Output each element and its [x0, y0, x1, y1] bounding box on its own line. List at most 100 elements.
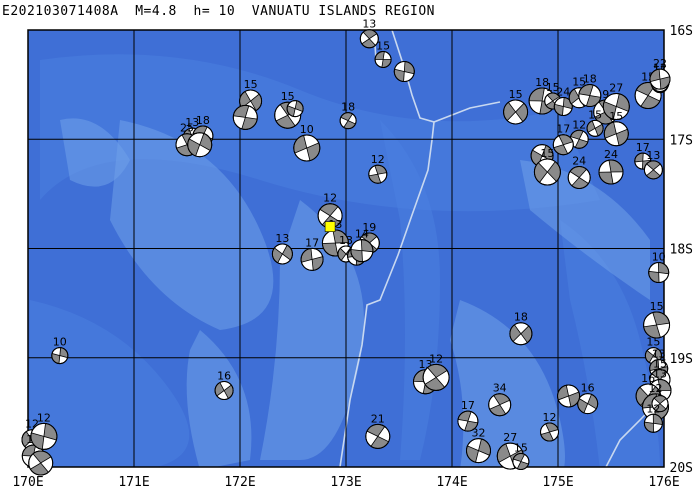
depth-label: 24	[556, 85, 570, 98]
depth-label: 32	[472, 427, 486, 440]
latitude-label: 17S	[670, 133, 693, 148]
depth-label: 17	[461, 399, 475, 412]
depth-label: 10	[300, 123, 314, 136]
beach-ball: 12	[368, 153, 388, 184]
beach-ball-outline	[488, 393, 512, 417]
depth-label: 15	[646, 336, 660, 349]
beach-ball	[651, 395, 669, 413]
focal-mechanisms: 1513151513182510181213171213131914151815…	[21, 18, 672, 476]
beach-ball: 18	[339, 101, 357, 130]
longitude-label: 173E	[330, 475, 361, 490]
latitude-label: 18S	[670, 243, 693, 258]
beach-ball-outline	[603, 121, 629, 147]
beach-ball-outline	[232, 104, 258, 130]
depth-label: 15	[509, 88, 523, 101]
beach-ball-outline	[393, 61, 415, 83]
depth-label: 15	[244, 78, 258, 91]
beach-ball: 15	[643, 300, 671, 339]
beach-ball-outline	[350, 239, 374, 263]
depth-label: 18	[341, 101, 355, 114]
longitude-label: 171E	[118, 475, 149, 490]
bathymetry-patch	[60, 118, 130, 187]
event-epicenter	[324, 221, 336, 232]
depth-label: 12	[649, 382, 663, 395]
beach-ball: 15	[533, 147, 561, 186]
longitude-label: 175E	[542, 475, 573, 490]
beach-ball: 32	[466, 427, 491, 464]
beach-ball-outline	[567, 165, 591, 189]
beach-ball: 24	[567, 154, 591, 189]
beach-ball-outline	[533, 158, 561, 186]
beach-ball: 21	[365, 412, 391, 449]
beach-ball: 10	[293, 123, 321, 162]
beach-ball-outline	[51, 347, 69, 365]
beach-ball-outline	[300, 247, 324, 271]
beach-ball: 27	[602, 81, 630, 120]
beach-ball: 15	[512, 442, 530, 471]
depth-label: 15	[281, 90, 295, 103]
epicenter-marker	[324, 221, 336, 232]
latitude-label: 19S	[670, 352, 693, 367]
beach-ball-outline	[457, 410, 479, 432]
bathymetry-patch	[40, 54, 600, 212]
beach-ball: 15	[603, 110, 629, 147]
beach-ball-outline	[577, 393, 599, 415]
depth-label: 15	[609, 110, 623, 123]
depth-label: 15	[653, 358, 667, 371]
beach-ball-outline	[634, 82, 662, 110]
depth-label: 15	[540, 147, 554, 160]
latitude-label: 20S	[670, 461, 693, 476]
beach-ball: 12	[422, 352, 450, 391]
depth-label: 10	[53, 336, 67, 349]
depth-label: 15	[514, 442, 528, 455]
depth-label: 27	[503, 431, 517, 444]
depth-label: 14	[355, 228, 369, 241]
axis-labels: 170E 171E 172E 173E 174E 175E 176E 16S 17S 18S 19S…	[12, 24, 693, 490]
beach-ball-outline	[540, 422, 560, 442]
depth-label: 12	[543, 411, 557, 424]
depth-label: 13	[646, 149, 660, 162]
depth-label: 12	[371, 153, 385, 166]
bathymetry-patch	[520, 160, 650, 300]
depth-label: 18	[583, 73, 597, 86]
latitude-label: 16S	[670, 24, 693, 39]
beach-ball	[187, 132, 213, 158]
beach-ball-outline	[648, 262, 670, 284]
depth-label: 16	[217, 370, 231, 383]
beach-ball: 16	[214, 370, 234, 401]
beach-ball: 12	[540, 411, 560, 442]
depth-label: 13	[185, 116, 199, 129]
beach-ball-outline	[30, 422, 58, 450]
beach-ball: 10	[648, 251, 670, 284]
beach-ball-outline	[359, 29, 379, 49]
depth-label: 27	[609, 81, 623, 94]
bathymetry-patch	[30, 300, 190, 467]
beach-ball: 15	[544, 81, 562, 110]
beach-ball-outline	[553, 96, 573, 116]
longitude-label: 172E	[224, 475, 255, 490]
beach-ball-outline	[586, 119, 604, 137]
depth-label: 15	[588, 108, 602, 121]
depth-label: 13	[652, 348, 666, 361]
depth-label: 17	[556, 123, 570, 136]
beach-ball-outline	[509, 322, 533, 346]
beach-ball-outline	[28, 450, 54, 476]
longitude-label: 176E	[648, 475, 679, 490]
beach-ball-outline	[286, 100, 304, 118]
depth-label: 25	[180, 122, 194, 135]
depth-label: 19	[362, 221, 376, 234]
bathymetry-layer	[30, 54, 660, 467]
depth-label: 17	[305, 236, 319, 249]
depth-label: 21	[371, 412, 385, 425]
map-title: E202103071408A M=4.8 h= 10 VANUATU ISLAN…	[2, 4, 435, 19]
beach-ball: 15	[503, 88, 529, 125]
depth-label: 12	[429, 352, 443, 365]
depth-label: 24	[572, 154, 586, 167]
beach-ball	[393, 61, 415, 83]
beach-ball-outline	[578, 84, 602, 108]
beach-ball: 18	[578, 73, 602, 108]
beach-ball-outline	[651, 395, 669, 413]
depth-label: 16	[641, 372, 655, 385]
beach-ball: 22	[649, 57, 671, 90]
depth-label: 16	[581, 382, 595, 395]
